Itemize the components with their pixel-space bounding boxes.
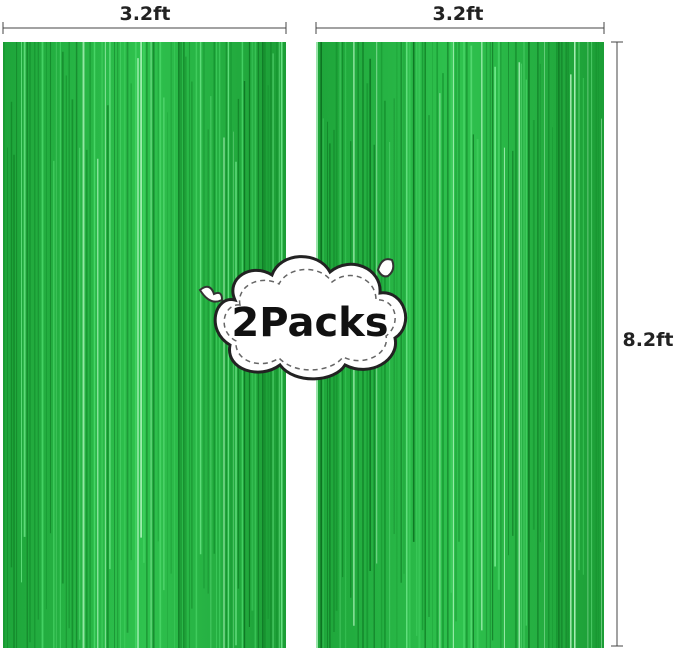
badge-cloud: 2Packs bbox=[198, 255, 408, 381]
cloud-shape bbox=[213, 255, 408, 381]
wing bbox=[376, 258, 395, 278]
wing bbox=[198, 285, 224, 303]
cloud-stitch bbox=[223, 268, 396, 371]
right-width-label: 3.2ft bbox=[432, 3, 483, 25]
height-label: 8.2ft bbox=[622, 329, 673, 351]
left-width-label: 3.2ft bbox=[119, 3, 170, 25]
badge-text: 2Packs bbox=[231, 300, 388, 346]
curtains bbox=[3, 42, 604, 648]
dimension-lines bbox=[2, 22, 623, 647]
